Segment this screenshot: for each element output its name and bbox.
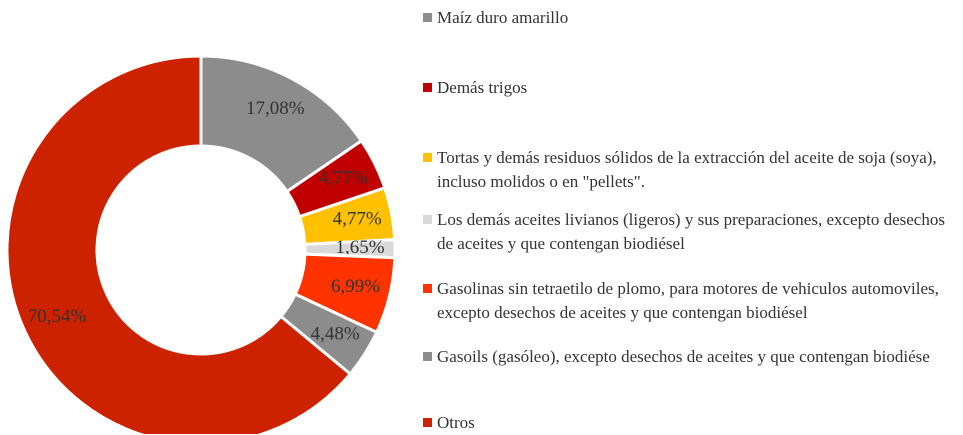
donut-slice [199, 54, 364, 194]
legend-swatch [423, 418, 432, 427]
data-label: 4,77% [319, 168, 368, 189]
data-label: 4,77% [333, 208, 382, 229]
legend-swatch [423, 83, 432, 92]
legend-swatch [423, 215, 432, 224]
data-label: 1,65% [335, 237, 384, 258]
chart: 17,08% 4,77% 4,77% 1,65% 6,99% 4,48% 70,54% [5, 54, 397, 434]
legend-swatch [423, 352, 432, 361]
legend-item: Los demás aceites livianos (ligeros) y s… [423, 208, 962, 256]
legend-label: Gasoils (gasóleo), excepto desechos de a… [437, 347, 930, 366]
data-label: 70,54% [28, 306, 87, 327]
legend-label: Maíz duro amarillo [437, 8, 569, 27]
data-label: 4,48% [311, 324, 360, 345]
legend-swatch [423, 153, 432, 162]
legend-item: Maíz duro amarillo [423, 6, 962, 30]
legend-label: Gasolinas sin tetraetilo de plomo, para … [437, 279, 939, 322]
legend-label: Los demás aceites livianos (ligeros) y s… [437, 210, 945, 253]
legend-label: Tortas y demás residuos sólidos de la ex… [437, 148, 937, 191]
legend-item: Gasoils (gasóleo), excepto desechos de a… [423, 345, 962, 369]
legend-item: Otros [423, 411, 962, 435]
legend-swatch [423, 13, 432, 22]
data-label: 17,08% [246, 98, 305, 119]
data-label: 6,99% [331, 276, 380, 297]
legend-label: Demás trigos [437, 78, 528, 97]
donut-slice [5, 54, 353, 434]
legend-label: Otros [437, 413, 475, 432]
legend-swatch [423, 284, 432, 293]
legend-item: Gasolinas sin tetraetilo de plomo, para … [423, 277, 962, 325]
legend-item: Tortas y demás residuos sólidos de la ex… [423, 146, 962, 194]
legend-item: Demás trigos [423, 76, 962, 100]
